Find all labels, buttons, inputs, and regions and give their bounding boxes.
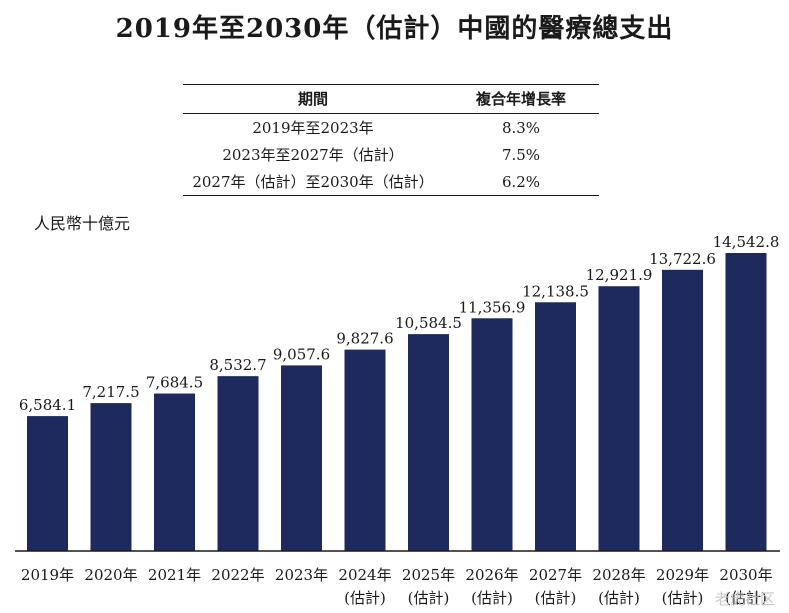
bar: [27, 416, 68, 551]
cagr-rate-cell: 6.2%: [443, 168, 599, 196]
x-tick-label: 2020年: [84, 566, 137, 584]
cagr-table-header-row: 期間 複合年增長率: [183, 84, 599, 114]
cagr-period-cell: 2019年至2023年: [252, 119, 374, 137]
bar: [725, 253, 767, 551]
x-tick-label: (估計): [598, 589, 640, 607]
bar-value-label: 13,722.6: [649, 250, 716, 268]
x-tick-label: 2025年: [402, 566, 455, 584]
x-tick-label: 2027年: [529, 566, 582, 584]
x-tick-label: (估計): [471, 589, 513, 607]
cagr-header-period: 期間: [183, 84, 443, 114]
x-tick-label: (估計): [725, 589, 767, 607]
x-tick-label: 2024年: [338, 566, 391, 584]
x-tick-label: 2028年: [592, 566, 645, 584]
y-axis-unit-label: 人民幣十億元: [34, 214, 131, 233]
x-tick-label: (估計): [344, 589, 386, 607]
bar-value-label: 7,217.5: [82, 383, 139, 401]
bar-value-label: 8,532.7: [209, 356, 266, 374]
bar-value-label: 10,584.5: [395, 314, 462, 332]
x-tick-label: 2021年: [148, 566, 201, 584]
x-tick-label: 2026年: [465, 566, 518, 584]
bar-value-label: 11,356.9: [459, 298, 526, 316]
table-row: 2027年（估計）至2030年（估計） 6.2%: [183, 168, 599, 196]
bar-value-label: 14,542.8: [713, 233, 780, 251]
x-tick-label: 2019年: [21, 566, 74, 584]
x-tick-label: (估計): [535, 589, 577, 607]
bar: [90, 403, 132, 551]
table-row: 2023年至2027年（估計） 7.5%: [183, 141, 599, 168]
cagr-rate-cell: 7.5%: [501, 145, 541, 164]
x-tick-label: (估計): [662, 589, 704, 607]
bar-value-label: 12,138.5: [522, 282, 589, 300]
bar-value-label: 9,827.6: [336, 330, 393, 348]
x-tick-label: 2022年: [211, 566, 264, 584]
bar: [154, 393, 195, 551]
bar: [471, 318, 513, 551]
cagr-period-cell: 2023年至2027年（估計）: [222, 146, 404, 164]
cagr-table: 期間 複合年增長率 2019年至2023年 8.3% 2023年至2027年（估…: [183, 84, 599, 196]
cagr-period-cell: 2027年（估計）至2030年（估計）: [183, 168, 443, 196]
x-tick-label: 2029年: [656, 566, 709, 584]
bar-value-label: 7,684.5: [146, 374, 203, 392]
bar-value-label: 6,584.1: [19, 396, 76, 414]
watermark: 老虎社区: [714, 590, 775, 608]
bar: [408, 334, 449, 551]
bar-value-label: 12,921.9: [586, 266, 653, 284]
x-tick-label: 2023年: [275, 566, 328, 584]
bar: [281, 365, 322, 551]
bar: [535, 302, 576, 551]
bar: [344, 349, 386, 551]
chart-title: 2019年至2030年（估計）中國的醫療總支出: [115, 14, 674, 44]
bar: [217, 376, 259, 551]
x-tick-label: 2030年: [719, 566, 772, 584]
bar-value-label: 9,057.6: [273, 345, 330, 363]
x-tick-label: (估計): [408, 589, 450, 607]
cagr-header-rate: 複合年增長率: [443, 84, 599, 114]
table-row: 2019年至2023年 8.3%: [183, 114, 599, 142]
cagr-rate-cell: 8.3%: [501, 118, 541, 137]
bar: [598, 286, 640, 551]
bar: [662, 269, 703, 551]
